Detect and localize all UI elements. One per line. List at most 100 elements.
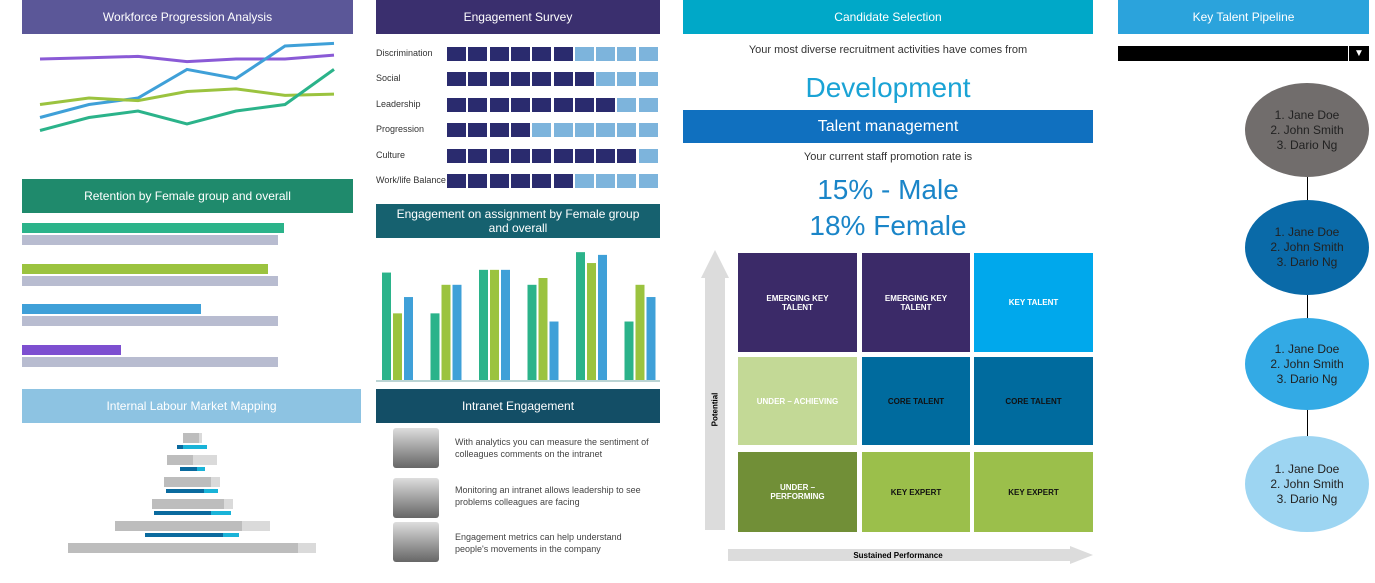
tier-sub-bar bbox=[177, 445, 183, 449]
survey-square bbox=[553, 47, 573, 61]
tier-total-bar bbox=[182, 433, 199, 443]
assignment-header: Engagement on assignment by Female group… bbox=[376, 204, 660, 238]
assignment-bar bbox=[538, 278, 548, 380]
overall-bar bbox=[22, 275, 278, 286]
survey-square bbox=[596, 72, 616, 87]
survey-square bbox=[617, 123, 637, 138]
survey-header: Engagement Survey bbox=[376, 0, 660, 34]
candidate-name: 3. Dario Ng bbox=[1276, 255, 1338, 269]
survey-square bbox=[617, 72, 637, 87]
workforce-header: Workforce Progression Analysis bbox=[22, 0, 353, 34]
survey-category-label: Discrimination bbox=[376, 48, 433, 58]
survey-square bbox=[574, 97, 594, 112]
survey-square bbox=[489, 97, 509, 112]
dropdown-value bbox=[1118, 51, 1122, 62]
male-rate: 15% - Male bbox=[817, 174, 959, 205]
matrix-cell: CORE TALENT bbox=[862, 357, 970, 445]
survey-square bbox=[638, 97, 658, 112]
survey-square bbox=[574, 123, 594, 138]
survey-square bbox=[596, 123, 616, 138]
matrix-cell: KEY EXPERT bbox=[862, 452, 970, 532]
survey-square bbox=[574, 72, 594, 87]
matrix-cell: KEY EXPERT bbox=[974, 452, 1093, 532]
candidate-name: 1. Jane Doe bbox=[1274, 461, 1340, 476]
candidate-name: 2. John Smith bbox=[1270, 356, 1344, 371]
survey-square bbox=[574, 148, 594, 163]
survey-square bbox=[596, 174, 616, 188]
matrix-cell: EMERGING KEY TALENT bbox=[738, 253, 857, 352]
survey-square bbox=[532, 148, 552, 163]
y-axis-label: Potential bbox=[710, 392, 720, 427]
candidate-name: 3. Dario Ng bbox=[1276, 491, 1338, 506]
survey-square bbox=[638, 174, 658, 188]
survey-square bbox=[489, 174, 509, 188]
talent-intro: Your current staff promotion rate is bbox=[803, 151, 973, 163]
survey-square bbox=[532, 174, 552, 188]
survey-category-label: Work/life Balance bbox=[376, 175, 446, 185]
pipeline-stage: 1. Jane Doe 2. John Smith 3. Dario Ng bbox=[1245, 436, 1369, 532]
female-bar bbox=[22, 263, 269, 274]
matrix-cell: CORE TALENT bbox=[974, 357, 1093, 445]
tier-sub-remainder-bar bbox=[210, 511, 231, 515]
survey-square bbox=[638, 148, 658, 163]
person-photo bbox=[393, 478, 439, 518]
tier-total-bar bbox=[151, 499, 224, 509]
candidate-name: 2. John Smith bbox=[1270, 240, 1344, 254]
survey-square bbox=[510, 97, 530, 112]
survey-square bbox=[638, 72, 658, 87]
tier-sub-bar bbox=[145, 533, 223, 537]
assignment-bar bbox=[490, 269, 499, 380]
survey-square bbox=[468, 148, 488, 163]
chevron-down-icon[interactable]: ▼ bbox=[1348, 46, 1369, 61]
assignment-bar bbox=[479, 269, 488, 380]
assignment-bar bbox=[382, 272, 391, 380]
tier-total-bar bbox=[114, 521, 242, 531]
overall-bar bbox=[22, 235, 278, 245]
survey-square bbox=[447, 47, 466, 61]
pipeline-stage: 1. Jane Doe 2. John Smith 3. Dario Ng bbox=[1245, 318, 1369, 410]
candidate-name: 1. Jane Doe bbox=[1274, 341, 1340, 356]
survey-square bbox=[553, 174, 573, 188]
survey-square bbox=[447, 123, 466, 138]
survey-square bbox=[617, 97, 637, 112]
assignment-bar bbox=[501, 269, 510, 380]
person-photo bbox=[393, 428, 439, 468]
survey-square bbox=[532, 123, 552, 138]
pipeline-connector bbox=[1307, 177, 1308, 437]
matrix-cell: UNDER – PERFORMING bbox=[738, 452, 857, 532]
survey-square bbox=[532, 47, 552, 61]
survey-square bbox=[638, 123, 658, 138]
survey-square bbox=[553, 123, 573, 138]
person-photo bbox=[393, 522, 439, 562]
assignment-bar bbox=[624, 321, 634, 380]
assignment-bar bbox=[576, 252, 585, 380]
pipeline-dropdown[interactable]: ▼ bbox=[1118, 46, 1369, 61]
survey-square bbox=[510, 148, 530, 163]
pipeline-header: Key Talent Pipeline bbox=[1118, 0, 1369, 34]
candidate-name: 1. Jane Doe bbox=[1274, 225, 1340, 239]
survey-square bbox=[532, 97, 552, 112]
intranet-header: Intranet Engagement bbox=[376, 389, 660, 423]
survey-square bbox=[553, 72, 573, 87]
survey-square bbox=[489, 123, 509, 138]
survey-square bbox=[489, 148, 509, 163]
survey-square bbox=[447, 72, 466, 87]
survey-square bbox=[468, 72, 488, 87]
matrix-cell: KEY TALENT bbox=[974, 253, 1093, 352]
survey-square bbox=[510, 174, 530, 188]
female-bar bbox=[22, 344, 122, 355]
pipeline-stage: 1. Jane Doe 2. John Smith 3. Dario Ng bbox=[1245, 83, 1369, 177]
line-series-1 bbox=[39, 41, 335, 119]
tier-sub-remainder-bar bbox=[204, 489, 218, 493]
survey-square bbox=[468, 97, 488, 112]
assignment-bar bbox=[452, 284, 462, 380]
survey-square bbox=[596, 47, 616, 61]
female-bar bbox=[22, 223, 285, 233]
survey-square bbox=[468, 123, 488, 138]
tier-sub-bar bbox=[166, 489, 204, 493]
tier-sub-bar bbox=[179, 467, 197, 471]
tier-total-bar bbox=[68, 543, 298, 553]
